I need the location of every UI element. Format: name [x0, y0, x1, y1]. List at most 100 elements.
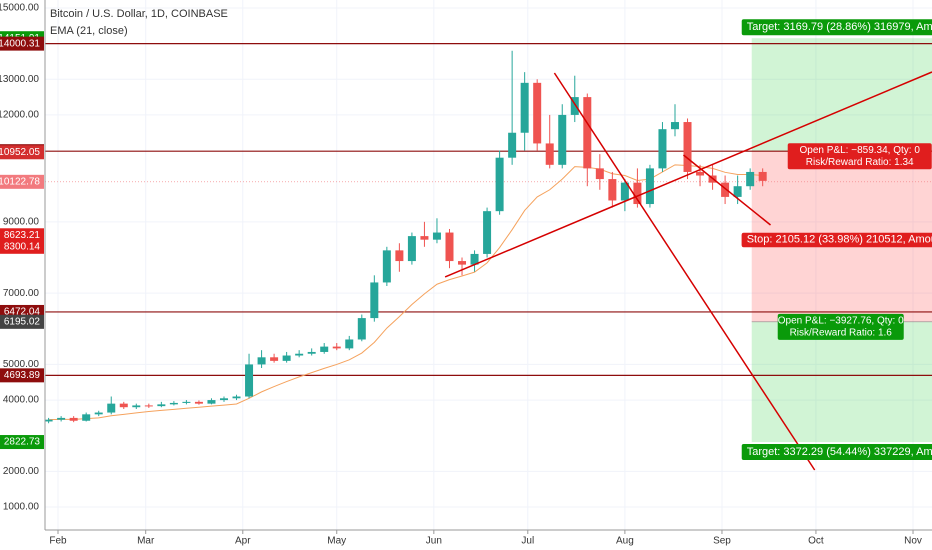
- target-label: Target: 3372.29 (54.44%) 337229, Amount:…: [747, 446, 932, 458]
- candle-body: [670, 122, 679, 130]
- target-label-box: [741, 444, 932, 461]
- candle-body: [345, 339, 354, 349]
- candle-body: [683, 122, 692, 172]
- target-zone: [751, 321, 932, 443]
- candle-body: [645, 168, 654, 205]
- price-label-box: [0, 239, 44, 254]
- x-tick-label: Feb: [49, 536, 67, 547]
- y-tick-label: 12000.00: [0, 110, 39, 121]
- candle-body: [207, 400, 216, 404]
- candle-body: [107, 403, 116, 413]
- candle-body: [257, 357, 266, 365]
- candle-body: [132, 405, 141, 408]
- indicator-legend: EMA (21, close): [50, 25, 128, 37]
- chart-title: Bitcoin / U.S. Dollar, 1D, COINBASE: [50, 8, 228, 20]
- candle-body: [270, 357, 279, 361]
- position-info-box: [787, 143, 932, 170]
- candle-body: [307, 351, 316, 354]
- candle-body: [583, 97, 592, 169]
- x-tick-label: Jun: [426, 536, 442, 547]
- candle-body: [282, 355, 291, 361]
- price-label: 6195.02: [4, 316, 41, 327]
- candle-body: [357, 318, 366, 340]
- candle-body: [483, 211, 492, 254]
- candle-body: [57, 417, 66, 420]
- candle-body: [182, 401, 191, 403]
- candle-body: [194, 401, 203, 404]
- candle-body: [82, 414, 91, 421]
- candle-body: [746, 171, 755, 187]
- target-zone: [751, 38, 932, 152]
- stop-zone: [751, 246, 932, 322]
- candle-body: [595, 168, 604, 180]
- position-info: Open P&L: −3927.76, Qty: 0: [778, 315, 904, 326]
- candle-body: [758, 171, 767, 181]
- candle-body: [508, 132, 517, 158]
- y-tick-label: 2000.00: [3, 466, 40, 477]
- position-info: Risk/Reward Ratio: 1.34: [806, 157, 914, 168]
- y-tick-label: 4000.00: [3, 395, 40, 406]
- candle-body: [169, 402, 178, 405]
- price-label-box: [0, 145, 44, 160]
- candle-body: [320, 346, 329, 352]
- x-tick-label: Nov: [904, 536, 922, 547]
- trend-line: [682, 154, 771, 226]
- price-label-box: [0, 174, 44, 189]
- candle-body: [696, 171, 705, 176]
- candle-body: [45, 419, 53, 422]
- price-label-box: [0, 36, 44, 51]
- candle-body: [558, 114, 567, 165]
- candle-body: [69, 417, 78, 421]
- x-tick-label: Aug: [616, 536, 634, 547]
- price-label: 8623.21: [4, 230, 41, 241]
- candle-body: [620, 182, 629, 201]
- y-tick-label: 13000.00: [0, 74, 39, 85]
- y-tick-label: 15000.00: [0, 3, 39, 14]
- position-info-box: [777, 313, 904, 340]
- candle-body: [432, 232, 441, 240]
- ema-line: [48, 164, 763, 421]
- candle-body: [633, 182, 642, 205]
- price-label-box: [0, 228, 44, 243]
- candle-body: [157, 404, 166, 407]
- candle-body: [119, 403, 128, 408]
- candle-body: [495, 157, 504, 212]
- candle-body: [520, 82, 529, 133]
- price-label: 6472.04: [4, 307, 41, 318]
- price-label: 10122.78: [0, 176, 40, 187]
- price-label-box: [0, 314, 44, 329]
- candle-body: [445, 232, 454, 262]
- x-tick-label: Oct: [808, 536, 824, 547]
- candle-body: [382, 250, 391, 283]
- x-tick-label: Apr: [235, 536, 251, 547]
- candle-body: [370, 282, 379, 319]
- candle-body: [332, 346, 341, 349]
- trend-line: [553, 72, 816, 471]
- candle-body: [721, 182, 730, 197]
- candle-body: [658, 129, 667, 169]
- y-tick-label: 5000.00: [3, 359, 40, 370]
- target-label: Target: 3169.79 (28.86%) 316979, Amount:…: [747, 21, 932, 33]
- price-label: 4693.89: [4, 370, 41, 381]
- candle-body: [94, 412, 103, 415]
- price-label: 10952.05: [0, 147, 40, 158]
- x-tick-label: May: [327, 536, 346, 547]
- price-label: 8300.14: [4, 241, 41, 252]
- candle-body: [144, 405, 153, 407]
- y-tick-label: 1000.00: [3, 502, 40, 513]
- price-label: 2822.73: [4, 437, 41, 448]
- y-tick-label: 9000.00: [3, 216, 40, 227]
- trend-line: [444, 71, 932, 278]
- candle-body: [470, 253, 479, 265]
- candle-body: [608, 179, 617, 201]
- candle-body: [295, 353, 304, 356]
- candle-body: [533, 82, 542, 144]
- candle-body: [733, 186, 742, 197]
- x-tick-label: Mar: [137, 536, 155, 547]
- price-label: 14000.31: [0, 38, 40, 49]
- stop-label: Stop: 2105.12 (33.98%) 210512, Amount: 1…: [747, 234, 932, 246]
- candle-body: [420, 236, 429, 240]
- candle-body: [219, 398, 228, 401]
- target-label-box: [741, 19, 932, 36]
